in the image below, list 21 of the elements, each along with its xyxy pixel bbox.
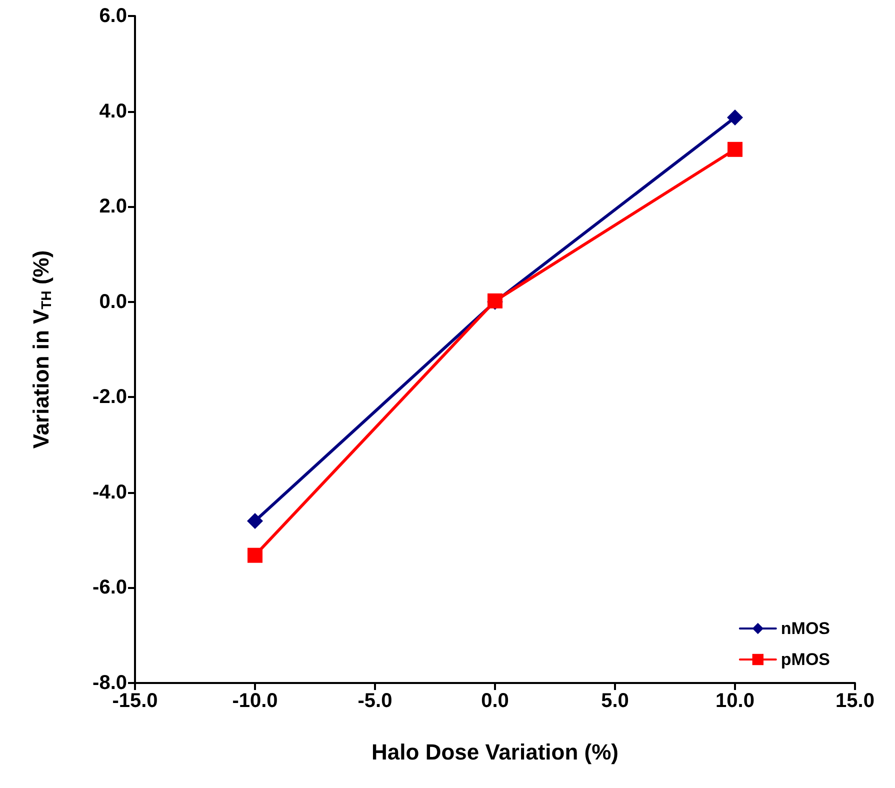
legend-label: pMOS (780, 650, 830, 669)
x-tick-label: 5.0 (601, 690, 629, 712)
y-tick-label: -6.0 (92, 576, 127, 599)
y-tick-label: 6.0 (99, 5, 127, 27)
y-tick-label: 2.0 (99, 196, 127, 218)
x-tick-label: 15.0 (836, 690, 874, 712)
y-tick-label: -2.0 (92, 386, 127, 408)
x-axis-title: Halo Dose Variation (%) (372, 740, 618, 764)
point (247, 513, 263, 530)
x-tick-label: -10.0 (232, 690, 278, 712)
y-tick-label: -4.0 (92, 481, 127, 504)
y-axis-title: Variation in VTH (%) (28, 250, 54, 449)
point (248, 548, 262, 563)
x-tick-label: -5.0 (358, 690, 392, 712)
y-tick-label: 4.0 (99, 100, 127, 122)
x-tick-label: 0.0 (481, 690, 509, 712)
y-tick-label: 0.0 (99, 290, 127, 313)
point (727, 109, 743, 126)
legend-label: nMOS (780, 619, 830, 638)
x-tick-label: 10.0 (716, 690, 754, 712)
point (728, 142, 742, 157)
